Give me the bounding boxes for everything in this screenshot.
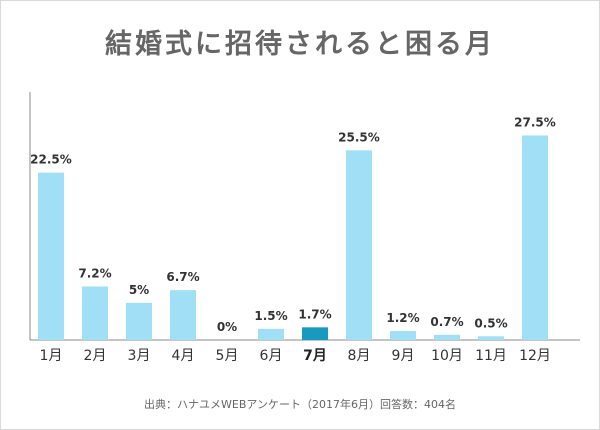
value-label-11: 0.5% [474,316,507,330]
x-tick-label-2: 2月 [84,348,107,364]
x-tick-label-8: 8月 [348,348,371,364]
x-tick-label-9: 9月 [392,348,415,364]
bar-3 [126,302,152,340]
value-label-5: 0% [217,320,237,334]
bar-10 [434,334,460,340]
value-label-7: 1.7% [298,307,331,321]
bar-2 [82,286,108,340]
bar-9 [390,331,416,340]
x-tick-label-4: 4月 [172,348,195,364]
bar-1 [38,172,64,340]
value-label-12: 27.5% [514,115,556,129]
value-label-1: 22.5% [30,153,72,167]
value-label-6: 1.5% [254,309,287,323]
x-tick-label-6: 6月 [260,348,283,364]
x-tick-label-7: 7月 [303,348,327,364]
value-label-8: 25.5% [338,130,380,144]
x-tick-label-10: 10月 [431,348,463,364]
x-tick-label-12: 12月 [519,348,551,364]
chart-title: 結婚式に招待されると困る月 [105,29,495,60]
bar-4 [170,290,196,340]
bar-6 [258,328,284,340]
x-tick-label-3: 3月 [128,348,151,364]
value-label-9: 1.2% [386,311,419,325]
x-tick-label-1: 1月 [40,348,63,364]
source-note: 出典：ハナユメWEBアンケート（2017年6月）回答数：404名 [144,398,456,411]
value-label-3: 5% [129,283,149,297]
bar-11 [478,336,504,340]
value-label-2: 7.2% [78,266,111,280]
bar-7 [302,327,328,340]
x-tick-label-11: 11月 [475,348,507,364]
value-label-10: 0.7% [430,315,463,329]
bar-8 [346,150,372,340]
bar-12 [522,135,548,340]
x-tick-label-5: 5月 [216,348,239,364]
value-label-4: 6.7% [166,270,199,284]
